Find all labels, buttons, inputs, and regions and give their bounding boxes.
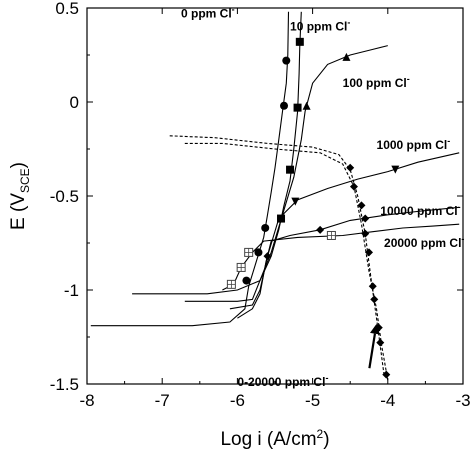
annotation-arrowhead bbox=[369, 323, 380, 335]
series-4-marker-0 bbox=[263, 252, 272, 261]
y-axis-label: E (VSCE) bbox=[8, 162, 32, 230]
series-3-marker-0 bbox=[291, 197, 300, 206]
annotation-text: 0-20000 ppm Cl- bbox=[237, 373, 328, 389]
series-line-6 bbox=[169, 135, 385, 375]
series-6-marker-1 bbox=[357, 201, 366, 210]
x-tick-label-5: -3 bbox=[455, 391, 470, 410]
series-7-marker-1 bbox=[361, 229, 370, 238]
axis-ticks bbox=[86, 7, 464, 385]
series-6-marker-0 bbox=[346, 163, 355, 172]
series-0-marker-1 bbox=[254, 248, 263, 257]
series-6-marker-4 bbox=[376, 338, 385, 347]
series-line-2 bbox=[184, 45, 388, 302]
x-tick-label-0: -8 bbox=[79, 391, 94, 410]
x-tick-labels: -8 -7 -6 -5 -4 -3 bbox=[79, 391, 470, 410]
series-label-5: 20000 ppm Cl- bbox=[384, 234, 464, 250]
series-0-marker-3 bbox=[280, 101, 289, 110]
series-line-0 bbox=[90, 11, 290, 327]
series-6-marker-2 bbox=[365, 248, 373, 257]
x-tick-label-1: -7 bbox=[155, 391, 170, 410]
series-2-marker-1 bbox=[342, 52, 351, 61]
series-label-3: 1000 ppm Cl- bbox=[377, 136, 451, 152]
series-2-marker-0 bbox=[302, 101, 311, 110]
series-layer bbox=[90, 11, 460, 381]
y-tick-label-0: 0.5 bbox=[55, 0, 79, 18]
y-tick-label-1: 0 bbox=[70, 93, 79, 112]
x-tick-label-3: -5 bbox=[305, 391, 320, 410]
series-1-marker-0 bbox=[277, 214, 286, 223]
x-tick-label-2: -6 bbox=[230, 391, 245, 410]
series-5-marker-1 bbox=[236, 262, 246, 272]
series-5-marker-0 bbox=[226, 279, 236, 289]
series-label-0: 0 ppm Cl- bbox=[181, 4, 235, 20]
series-1-marker-1 bbox=[286, 165, 295, 174]
annotation: 0-20000 ppm Cl- bbox=[237, 323, 380, 389]
series-3-marker-1 bbox=[391, 165, 400, 174]
series-4-marker-2 bbox=[361, 214, 370, 223]
series-line-5 bbox=[222, 223, 460, 291]
series-0-marker-0 bbox=[242, 276, 251, 285]
series-7-marker-2 bbox=[368, 282, 377, 291]
series-6-marker-3 bbox=[370, 295, 379, 304]
series-label-4: 10000 ppm Cl- bbox=[380, 202, 460, 218]
plot-area: 0 ppm Cl- 10 ppm Cl- 100 ppm Cl- 1000 ppm C… bbox=[86, 4, 464, 385]
series-line-1 bbox=[132, 11, 302, 295]
y-tick-label-3: -1 bbox=[64, 281, 79, 300]
series-0-marker-4 bbox=[282, 56, 291, 65]
series-1-marker-3 bbox=[295, 37, 304, 46]
y-tick-label-4: -1.5 bbox=[50, 375, 79, 394]
series-5-marker-2 bbox=[244, 247, 254, 257]
series-4-marker-1 bbox=[316, 225, 325, 234]
series-5-marker-3 bbox=[326, 230, 336, 240]
x-tick-label-4: -4 bbox=[380, 391, 395, 410]
y-tick-label-2: -0.5 bbox=[50, 187, 79, 206]
series-1-marker-2 bbox=[293, 103, 302, 112]
plot-frame bbox=[86, 7, 464, 385]
series-0-marker-2 bbox=[261, 223, 270, 232]
series-line-4 bbox=[237, 206, 460, 319]
series-7-marker-0 bbox=[349, 182, 358, 191]
y-tick-labels: 0.5 0 -0.5 -1 -1.5 bbox=[50, 0, 79, 394]
label-layer: 0 ppm Cl- 10 ppm Cl- 100 ppm Cl- 1000 ppm C… bbox=[181, 4, 464, 249]
series-label-2: 100 ppm Cl- bbox=[343, 74, 410, 90]
x-axis-label: Log i (A/cm2) bbox=[220, 427, 329, 450]
series-label-1: 10 ppm Cl- bbox=[290, 18, 350, 34]
annotation-arrow bbox=[368, 333, 377, 369]
series-6-marker-5 bbox=[382, 370, 391, 379]
